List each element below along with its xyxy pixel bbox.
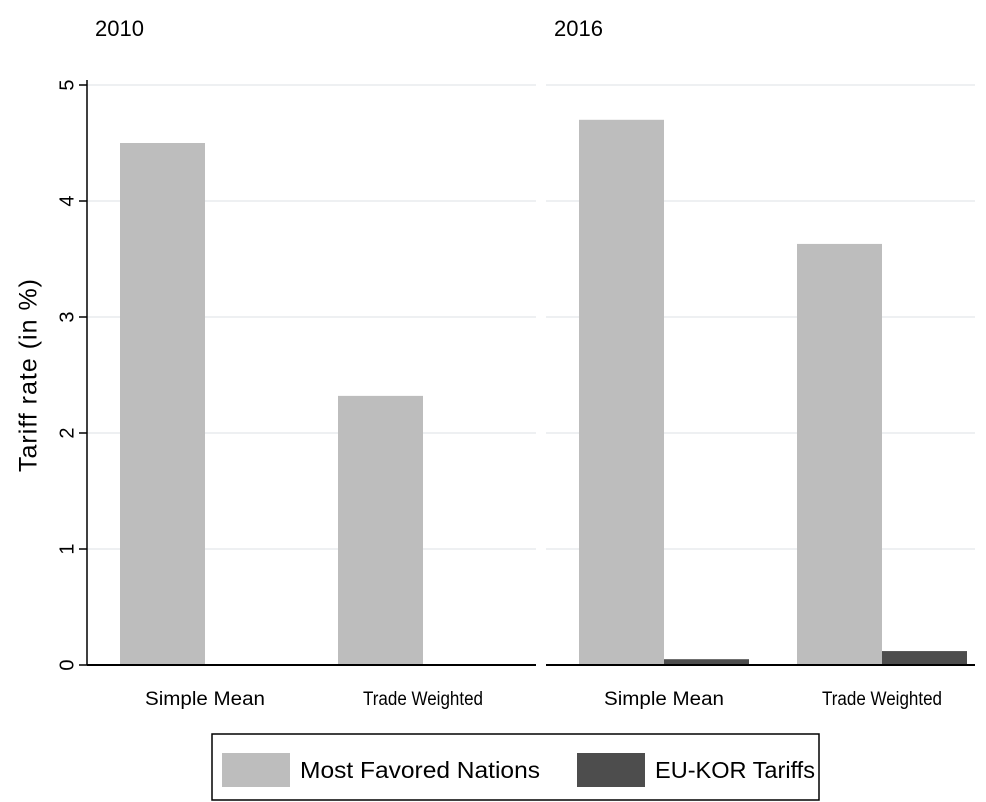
- legend-label: EU-KOR Tariffs: [655, 757, 815, 783]
- legend-swatch: [222, 753, 290, 787]
- y-tick-label: 5: [56, 79, 78, 90]
- bar: [882, 651, 967, 665]
- y-tick-label: 0: [56, 659, 78, 670]
- y-tick-label: 1: [56, 543, 78, 554]
- legend-box: [211, 733, 820, 801]
- x-tick-label: Simple Mean: [604, 689, 724, 710]
- y-tick-label: 3: [56, 311, 78, 322]
- x-tick-label: Trade Weighted: [363, 689, 483, 710]
- bar: [797, 243, 882, 666]
- x-tick-label: Simple Mean: [145, 689, 265, 710]
- panel-title: 2016: [554, 16, 603, 41]
- x-tick-label: Trade Weighted: [822, 689, 942, 710]
- y-axis-label: Tariff rate (in %): [15, 278, 43, 472]
- bar: [338, 395, 423, 665]
- bar: [579, 119, 664, 666]
- y-tick-label: 4: [56, 195, 78, 206]
- panel-title: 2010: [95, 16, 144, 41]
- legend-label: Most Favored Nations: [300, 757, 540, 783]
- legend-swatch: [577, 753, 645, 787]
- bar: [120, 143, 205, 665]
- bar: [664, 659, 749, 665]
- y-tick-label: 2: [56, 427, 78, 438]
